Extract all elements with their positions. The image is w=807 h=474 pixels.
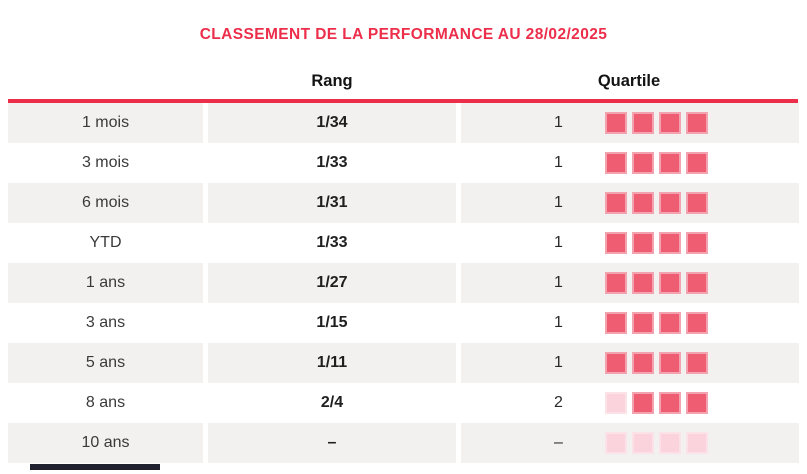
period-label: 5 ans [8,343,203,383]
quartile-square-icon [685,312,708,334]
quartile-square-icon [631,192,654,214]
quartile-square-icon [631,152,654,174]
quartile-cell: – [461,423,799,463]
quartile-square-icon [685,352,708,374]
quartile-number: 1 [554,154,563,171]
period-label: 3 ans [8,303,203,343]
quartile-squares [604,112,708,134]
quartile-number: 1 [554,314,563,331]
quartile-number: 1 [554,274,563,291]
period-label: 6 mois [8,183,203,223]
table-row: YTD 1/33 1 [8,223,799,263]
rank-value: 1/33 [208,223,456,263]
period-label: 1 mois [8,103,203,143]
quartile-square-icon [631,112,654,134]
quartile-squares [604,312,708,334]
table-row: 1 ans 1/27 1 [8,263,799,303]
header-rule [8,99,798,103]
rank-value: 2/4 [208,383,456,423]
rank-value: – [208,423,456,463]
quartile-square-icon [631,392,654,414]
quartile-cell: 2 [461,383,799,423]
quartile-square-icon [658,432,681,454]
period-label: 10 ans [8,423,203,463]
rank-value: 1/34 [208,103,456,143]
quartile-square-icon [658,152,681,174]
period-label: YTD [8,223,203,263]
quartile-square-icon [658,232,681,254]
bottom-divider-bar [30,464,160,470]
quartile-square-icon [658,192,681,214]
quartile-squares [604,152,708,174]
quartile-square-icon [604,272,627,294]
table-row: 3 ans 1/15 1 [8,303,799,343]
rank-value: 1/27 [208,263,456,303]
quartile-cell: 1 [461,103,799,143]
rank-value: 1/33 [208,143,456,183]
quartile-number: 1 [554,354,563,371]
column-header-rang: Rang [311,72,353,90]
quartile-square-icon [604,352,627,374]
quartile-square-icon [604,312,627,334]
quartile-cell: 1 [461,223,799,263]
quartile-square-icon [631,272,654,294]
table-row: 6 mois 1/31 1 [8,183,799,223]
rank-value: 1/11 [208,343,456,383]
page-title: CLASSEMENT DE LA PERFORMANCE AU 28/02/20… [199,26,608,43]
quartile-square-icon [604,112,627,134]
quartile-square-icon [631,352,654,374]
quartile-square-icon [685,152,708,174]
quartile-squares [604,192,708,214]
quartile-square-icon [631,432,654,454]
quartile-square-icon [631,232,654,254]
quartile-cell: 1 [461,143,799,183]
quartile-square-icon [658,352,681,374]
quartile-squares [604,432,708,454]
quartile-square-icon [604,432,627,454]
quartile-cell: 1 [461,343,799,383]
quartile-squares [604,352,708,374]
quartile-number: – [554,434,563,451]
quartile-cell: 1 [461,263,799,303]
period-label: 8 ans [8,383,203,423]
quartile-square-icon [685,232,708,254]
quartile-square-icon [658,112,681,134]
quartile-cell: 1 [461,183,799,223]
quartile-number: 1 [554,234,563,251]
quartile-number: 1 [554,194,563,211]
table-row: 1 mois 1/34 1 [8,103,799,143]
table-row: 3 mois 1/33 1 [8,143,799,183]
rank-value: 1/15 [208,303,456,343]
rank-value: 1/31 [208,183,456,223]
quartile-number: 2 [554,394,563,411]
period-label: 3 mois [8,143,203,183]
quartile-square-icon [685,432,708,454]
quartile-square-icon [658,312,681,334]
quartile-square-icon [604,392,627,414]
quartile-square-icon [631,312,654,334]
table-row: 5 ans 1/11 1 [8,343,799,383]
quartile-squares [604,232,708,254]
quartile-square-icon [685,112,708,134]
quartile-square-icon [685,272,708,294]
table-row: 8 ans 2/4 2 [8,383,799,423]
quartile-squares [604,272,708,294]
quartile-square-icon [658,272,681,294]
quartile-number: 1 [554,114,563,131]
quartile-square-icon [685,392,708,414]
quartile-square-icon [658,392,681,414]
quartile-cell: 1 [461,303,799,343]
quartile-square-icon [604,152,627,174]
quartile-square-icon [604,192,627,214]
table-row: 10 ans – – [8,423,799,463]
period-label: 1 ans [8,263,203,303]
column-header-quartile: Quartile [597,72,661,90]
quartile-square-icon [685,192,708,214]
quartile-squares [604,392,708,414]
quartile-square-icon [604,232,627,254]
ranking-table: 1 mois 1/34 1 3 mois 1/33 1 6 mois 1/31 … [8,103,799,463]
